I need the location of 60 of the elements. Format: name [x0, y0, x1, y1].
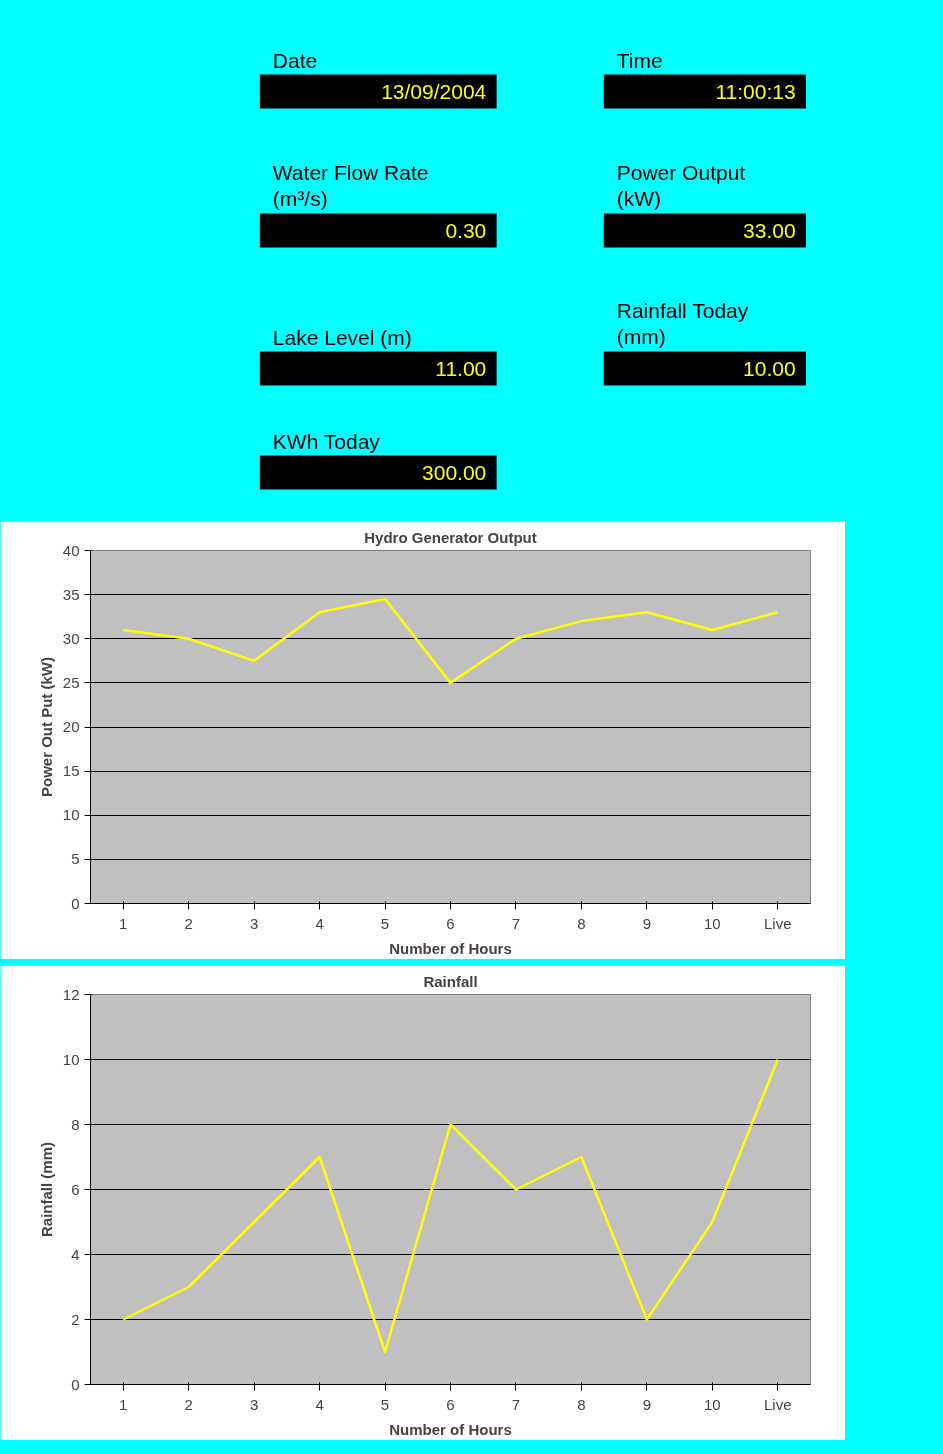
x-tick-label: 2	[184, 1395, 193, 1413]
chart-title: Rainfall	[423, 972, 478, 990]
text: Power Output (kW)	[616, 161, 746, 211]
y-tick-label: 35	[62, 585, 80, 603]
y-tick-label: 6	[71, 1180, 80, 1198]
y-tick-label: 10	[62, 1050, 80, 1068]
y-tick-label: 8	[71, 1115, 80, 1133]
x-tick-label: 3	[249, 914, 259, 932]
x-tick-label: 6	[446, 914, 455, 932]
text: Rainfall Today (mm)	[616, 299, 749, 349]
x-tick-label: 9	[642, 1395, 652, 1413]
x-tick-label: 3	[249, 1395, 259, 1413]
y-tick-label: 0	[71, 1375, 80, 1393]
y-tick-label: 25	[62, 673, 80, 691]
x-tick-label: 5	[380, 1395, 390, 1413]
text: Lake Level (m)	[272, 325, 412, 349]
line-series	[121, 1058, 780, 1354]
x-tick-label: 10	[703, 914, 721, 932]
x-tick-label: 7	[511, 1395, 521, 1413]
y-tick-label: 10	[62, 806, 80, 824]
y-tick-label: 12	[62, 985, 80, 1003]
y-tick-label: 20	[62, 718, 80, 735]
x-tick-label: 9	[642, 914, 652, 932]
x-tick-label: 10	[703, 1395, 721, 1413]
x-tick-label: 4	[315, 914, 324, 932]
x-tick-label: 7	[511, 914, 521, 932]
text: 0.30	[445, 218, 487, 242]
x-tick-label: Live	[764, 914, 792, 932]
x-tick-label: 2	[184, 914, 193, 932]
x-axis-title: Number of Hours	[389, 939, 512, 957]
y-tick-label: 0	[71, 894, 80, 912]
y-axis-title: Rainfall (mm)	[37, 1141, 55, 1237]
text: Water Flow Rate (m³/s)	[272, 161, 429, 211]
text: 11:00:13	[715, 80, 796, 103]
y-tick-label: 15	[62, 762, 80, 780]
text: 13/09/2004	[381, 80, 487, 103]
x-tick-label: 6	[446, 1395, 455, 1413]
x-tick-label: 8	[577, 1395, 586, 1413]
x-tick-label: 1	[119, 1395, 128, 1413]
y-tick-label: 30	[62, 629, 80, 647]
text: KWh Today	[272, 429, 381, 453]
text: Time	[616, 48, 663, 72]
x-tick-label: 8	[577, 914, 586, 932]
text: Date	[272, 48, 318, 72]
text: 10.00	[743, 356, 796, 380]
x-axis-title: Number of Hours	[389, 1420, 512, 1438]
y-tick-label: 2	[71, 1310, 80, 1328]
y-axis-title: Power Out Put (kW)	[37, 657, 55, 797]
x-tick-label: 5	[380, 914, 390, 932]
text: 33.00	[743, 218, 796, 242]
x-tick-label: Live	[764, 1395, 792, 1413]
text: 300.00	[422, 460, 487, 484]
x-tick-label: 4	[315, 1395, 324, 1413]
y-tick-label: 5	[71, 850, 80, 868]
y-tick-label: 4	[71, 1245, 80, 1263]
line-series	[121, 597, 780, 685]
text: 11.00	[435, 356, 487, 380]
y-tick-label: 40	[62, 541, 80, 559]
chart-title: Hydro Generator Output	[364, 528, 537, 546]
x-tick-label: 1	[119, 914, 128, 932]
